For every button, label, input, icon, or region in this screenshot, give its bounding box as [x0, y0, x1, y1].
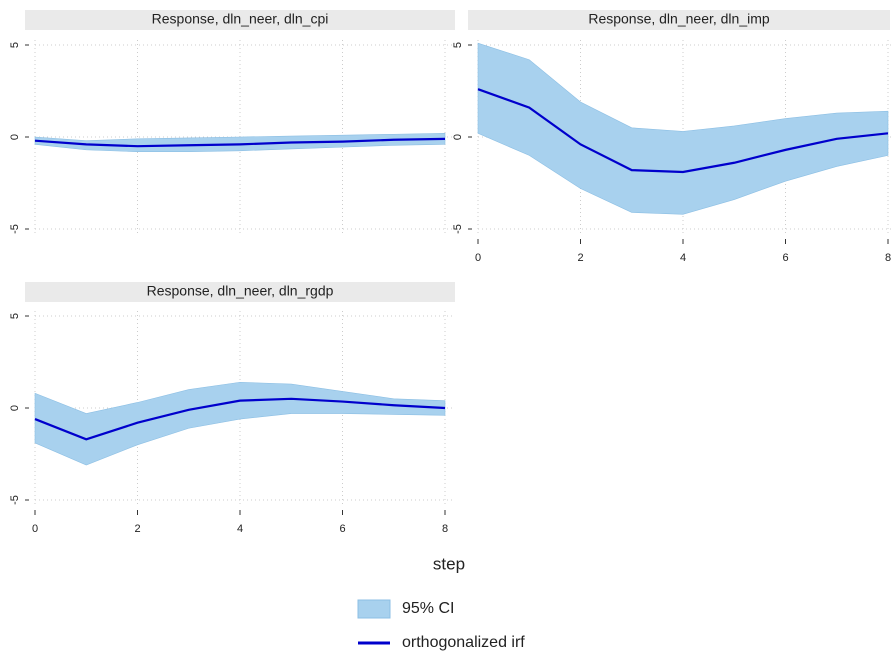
irf-line	[477, 88, 889, 174]
x-tick-label: 8	[442, 523, 448, 535]
y-tick-label: -5	[9, 224, 21, 234]
legend-label: 95% CI	[402, 600, 454, 617]
panel-header	[25, 10, 455, 30]
x-tick-label: 6	[339, 523, 345, 535]
irf-line	[34, 137, 446, 148]
ci-band	[477, 42, 889, 215]
ci-band	[34, 381, 446, 466]
y-tick-label: 0	[452, 134, 464, 140]
y-tick-label: 0	[9, 405, 21, 411]
x-tick-label: 0	[475, 252, 481, 264]
panel-title: Response, dln_neer, dln_cpi	[152, 11, 329, 27]
x-tick-label: 6	[782, 252, 788, 264]
y-tick-label: 0	[9, 134, 21, 140]
panel-title: Response, dln_neer, dln_rgdp	[147, 283, 334, 299]
x-tick-label: 8	[885, 252, 891, 264]
legend-label: orthogonalized irf	[402, 634, 525, 651]
x-tick-label: 0	[32, 523, 38, 535]
panel-title: Response, dln_neer, dln_imp	[588, 11, 770, 27]
legend-swatch	[357, 599, 391, 619]
y-tick-label: -5	[9, 495, 21, 505]
x-tick-label: 2	[134, 523, 140, 535]
panel-header	[25, 282, 455, 302]
x-tick-label: 4	[237, 523, 243, 535]
x-tick-label: 4	[680, 252, 686, 264]
x-axis-title: step	[433, 554, 465, 573]
panel-header	[468, 10, 890, 30]
x-tick-label: 2	[577, 252, 583, 264]
irf-line	[34, 397, 446, 441]
y-tick-label: 5	[9, 313, 21, 319]
y-tick-label: -5	[452, 224, 464, 234]
y-tick-label: 5	[9, 42, 21, 48]
y-tick-label: 5	[452, 42, 464, 48]
